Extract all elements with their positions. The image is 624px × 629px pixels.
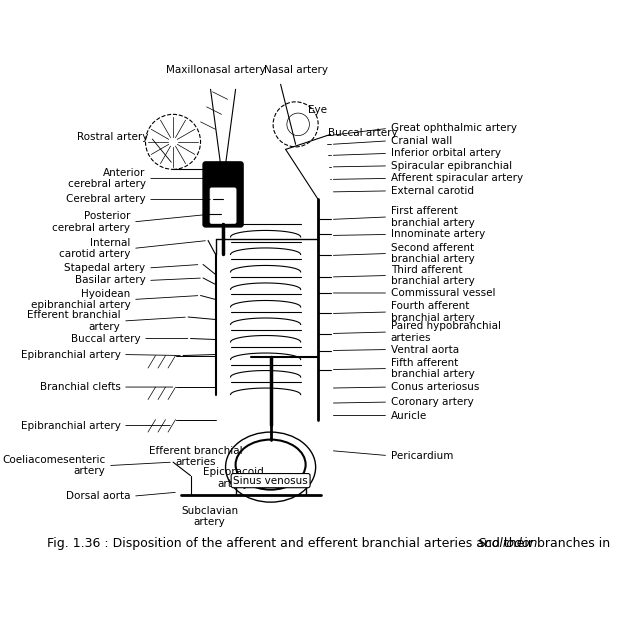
Text: Third afferent
branchial artery: Third afferent branchial artery	[391, 265, 474, 286]
Text: Coronary artery: Coronary artery	[391, 397, 474, 407]
FancyBboxPatch shape	[210, 188, 236, 223]
Text: Conus arteriosus: Conus arteriosus	[391, 382, 479, 392]
Text: Fig. 1.36 : Disposition of the afferent and efferent branchial arteries and thei: Fig. 1.36 : Disposition of the afferent …	[47, 537, 614, 550]
Text: Inferior orbital artery: Inferior orbital artery	[391, 148, 500, 159]
Text: Eye: Eye	[308, 105, 327, 115]
Text: Maxillonasal artery: Maxillonasal artery	[166, 65, 265, 75]
Text: Spiracular epibranchial: Spiracular epibranchial	[391, 161, 512, 171]
Text: Hyoidean
epibranchial artery: Hyoidean epibranchial artery	[31, 289, 130, 310]
Text: Cerebral artery: Cerebral artery	[66, 194, 145, 204]
Text: Pericardium: Pericardium	[391, 450, 453, 460]
Text: Buccal artery: Buccal artery	[71, 333, 140, 343]
Text: Efferent branchial
arteries: Efferent branchial arteries	[149, 445, 242, 467]
Text: Great ophthalmic artery: Great ophthalmic artery	[391, 123, 517, 133]
Text: First afferent
branchial artery: First afferent branchial artery	[391, 206, 474, 228]
Text: Subclavian
artery: Subclavian artery	[181, 506, 238, 527]
Text: Commissural vessel: Commissural vessel	[391, 288, 495, 298]
Text: Ventral aorta: Ventral aorta	[391, 345, 459, 355]
Text: Paired hypobranchial
arteries: Paired hypobranchial arteries	[391, 321, 500, 343]
Text: Afferent spiracular artery: Afferent spiracular artery	[391, 174, 523, 184]
Text: Fourth afferent
branchial artery: Fourth afferent branchial artery	[391, 301, 474, 323]
Text: Epicoracoid
artery: Epicoracoid artery	[203, 467, 263, 489]
Text: External carotid: External carotid	[391, 186, 474, 196]
Text: Internal
carotid artery: Internal carotid artery	[59, 238, 130, 259]
Text: Innominate artery: Innominate artery	[391, 230, 485, 240]
Text: Second afferent
branchial artery: Second afferent branchial artery	[391, 243, 474, 264]
Text: Epibranchial artery: Epibranchial artery	[21, 421, 120, 431]
Text: Scoliodon: Scoliodon	[478, 537, 539, 550]
Text: Sinus venosus: Sinus venosus	[233, 476, 308, 486]
Text: Auricle: Auricle	[391, 411, 427, 421]
Text: Rostral artery: Rostral artery	[77, 132, 148, 142]
Text: Fifth afferent
branchial artery: Fifth afferent branchial artery	[391, 358, 474, 379]
Text: Basilar artery: Basilar artery	[75, 276, 145, 286]
Text: Posterior
cerebral artery: Posterior cerebral artery	[52, 211, 130, 233]
Text: Efferent branchial
artery: Efferent branchial artery	[27, 310, 120, 332]
Text: Dorsal aorta: Dorsal aorta	[66, 491, 130, 501]
Text: Anterior
cerebral artery: Anterior cerebral artery	[67, 167, 145, 189]
Text: Coeliacomesenteric
artery: Coeliacomesenteric artery	[2, 455, 105, 476]
Text: Stapedal artery: Stapedal artery	[64, 263, 145, 273]
Text: Nasal artery: Nasal artery	[263, 65, 328, 75]
Text: Branchial clefts: Branchial clefts	[39, 382, 120, 392]
Text: Epibranchial artery: Epibranchial artery	[21, 350, 120, 360]
FancyBboxPatch shape	[203, 162, 243, 227]
Text: Buccal artery: Buccal artery	[328, 128, 397, 138]
Text: Cranial wall: Cranial wall	[391, 136, 452, 146]
